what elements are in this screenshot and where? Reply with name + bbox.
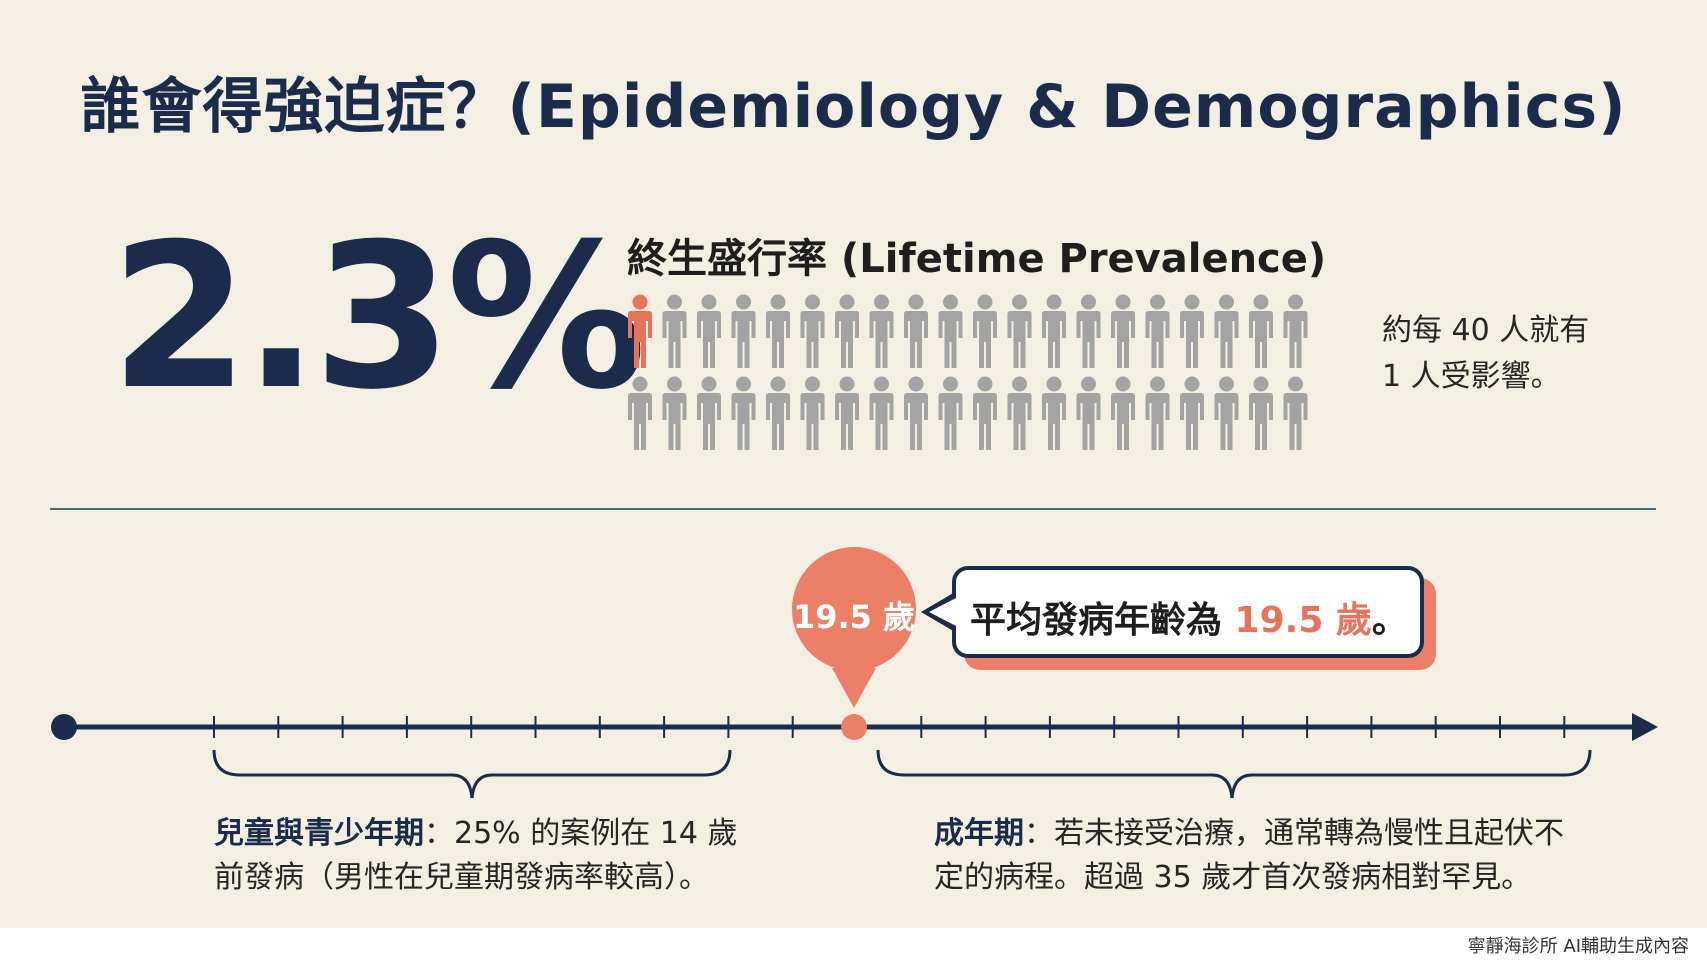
- adult-phase-name: 成年期: [934, 816, 1024, 851]
- onset-pin-label: 19.5 歲: [792, 598, 916, 636]
- person-icon: [662, 294, 687, 368]
- person-icon: [869, 294, 894, 368]
- prevalence-ratio: 約每 40 人就有 1 人受影響。: [1382, 308, 1622, 400]
- person-icon: [1249, 294, 1273, 368]
- prevalence-value: 2.3%: [110, 201, 647, 434]
- infographic-poster: 誰會得強迫症？(Epidemiology & Demographics) 2.3…: [0, 0, 1707, 928]
- child-phase-brace: [212, 749, 732, 799]
- adult-phase-desc: ：若未接受治療，通常轉為慢性且起伏不定的病程。超過 35 歲才首次發病相對罕見。: [934, 816, 1564, 895]
- person-icon: [1180, 376, 1204, 450]
- person-icon: [1042, 294, 1066, 368]
- person-icon: [869, 376, 894, 450]
- prevalence-label: 終生盛行率 (Lifetime Prevalence): [627, 236, 1327, 282]
- child-phase-text: 兒童與青少年期：25% 的案例在 14 歲前發病（男性在兒童期發病率較高）。: [214, 812, 754, 900]
- person-icon: [1007, 376, 1032, 450]
- person-icon: [1076, 376, 1101, 450]
- person-icon: [628, 376, 652, 450]
- onset-callout-text: 平均發病年齡為 19.5 歲。: [970, 591, 1410, 643]
- person-icon: [1214, 376, 1239, 450]
- age-timeline: [51, 547, 1658, 799]
- person-icon: [766, 294, 790, 368]
- person-icon: [835, 376, 859, 450]
- person-icon: [973, 376, 997, 450]
- person-icon: [835, 294, 859, 368]
- callout-tail-fill: [929, 598, 956, 626]
- timeline-ticks: [213, 716, 1566, 738]
- person-icon: [1076, 294, 1101, 368]
- person-icon: [1145, 376, 1170, 450]
- person-icon: [1214, 294, 1239, 368]
- person-icon: [800, 294, 825, 368]
- person-icon: [731, 376, 756, 450]
- person-icon: [628, 294, 652, 368]
- people-grid: [622, 294, 1352, 454]
- person-icon: [1283, 294, 1308, 368]
- people-icon-grid: [628, 294, 1308, 450]
- person-icon: [1180, 294, 1204, 368]
- footer-credit: 寧靜海診所 AI輔助生成內容: [1467, 936, 1689, 957]
- person-icon: [662, 376, 687, 450]
- person-icon: [1249, 376, 1273, 450]
- person-icon: [1042, 376, 1066, 450]
- person-icon: [1111, 294, 1135, 368]
- timeline-arrow-icon: [1632, 713, 1658, 741]
- person-icon: [938, 376, 963, 450]
- person-icon: [800, 376, 825, 450]
- person-icon: [1111, 376, 1135, 450]
- ratio-line-1: 約每 40 人就有: [1382, 313, 1590, 348]
- child-phase-desc: ：25% 的案例在 14 歲前發病（男性在兒童期發病率較高）。: [214, 816, 738, 895]
- person-icon: [904, 376, 928, 450]
- person-icon: [1145, 294, 1170, 368]
- adult-phase-brace: [876, 749, 1592, 799]
- ratio-line-2: 1 人受影響。: [1382, 359, 1561, 394]
- adult-phase-text: 成年期：若未接受治療，通常轉為慢性且起伏不定的病程。超過 35 歲才首次發病相對…: [934, 812, 1564, 900]
- person-icon: [938, 294, 963, 368]
- person-icon: [697, 376, 721, 450]
- callout-suffix: 。: [1371, 600, 1408, 641]
- person-icon: [973, 294, 997, 368]
- timeline-start-dot: [51, 714, 77, 740]
- person-icon: [766, 376, 790, 450]
- person-icon: [1007, 294, 1032, 368]
- person-icon: [731, 294, 756, 368]
- onset-pin-icon: [792, 547, 916, 708]
- callout-prefix: 平均發病年齡為: [970, 600, 1235, 641]
- page-title: 誰會得強迫症？(Epidemiology & Demographics): [80, 72, 1627, 142]
- person-icon: [1283, 376, 1308, 450]
- person-icon: [904, 294, 928, 368]
- onset-marker: [841, 714, 867, 740]
- person-icon: [697, 294, 721, 368]
- callout-highlight: 19.5 歲: [1234, 600, 1372, 641]
- section-divider: [50, 508, 1656, 510]
- child-phase-name: 兒童與青少年期: [214, 816, 424, 851]
